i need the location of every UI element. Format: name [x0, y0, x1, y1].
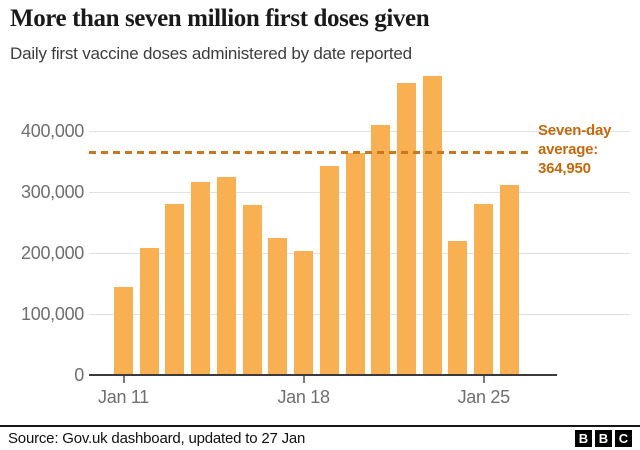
y-axis-label: 0	[74, 365, 84, 385]
x-axis-tick	[482, 376, 485, 383]
average-annotation-line: Seven-day	[538, 122, 612, 139]
bar	[216, 177, 236, 375]
y-axis-label: 200,000	[21, 243, 84, 263]
average-annotation: Seven-day average: 364,950	[538, 121, 611, 178]
average-annotation-line: average:	[538, 141, 599, 158]
bar	[165, 204, 185, 375]
page-title: More than seven million first doses give…	[10, 5, 430, 32]
y-axis-label: 100,000	[21, 304, 84, 324]
bar	[114, 286, 133, 375]
bbc-logo-letter: B	[575, 430, 592, 447]
bar	[499, 185, 519, 375]
y-axis-label: 300,000	[21, 182, 84, 202]
x-axis-label: Jan 18	[277, 387, 330, 407]
bar	[242, 205, 262, 375]
bar	[139, 248, 159, 375]
bar-chart: 0 100,000 200,000 300,000 400,000 Seven-day av…	[21, 76, 630, 407]
chart-subtitle: Daily first vaccine doses administered b…	[10, 44, 412, 63]
bar	[319, 165, 339, 375]
average-dashed-line	[89, 150, 530, 154]
gridline	[89, 130, 630, 132]
bar	[345, 152, 365, 375]
footer: Source: Gov.uk dashboard, updated to 27 …	[0, 425, 640, 450]
bar	[422, 76, 442, 375]
x-axis-line	[89, 374, 557, 376]
bar	[371, 124, 391, 375]
bar	[397, 83, 417, 375]
x-axis-label: Jan 25	[457, 387, 511, 407]
bbc-logo-letter: C	[615, 430, 632, 447]
bar	[268, 237, 288, 375]
bar	[294, 250, 314, 375]
y-axis-label: 400,000	[21, 121, 84, 141]
average-annotation-line: 364,950	[538, 160, 591, 177]
bar	[474, 204, 494, 375]
x-axis-tick	[122, 376, 125, 383]
x-axis-tick	[302, 376, 305, 383]
bar	[191, 181, 211, 375]
source-text: Source: Gov.uk dashboard, updated to 27 …	[8, 430, 306, 447]
bbc-logo-letter: B	[595, 430, 612, 447]
x-axis-label: Jan 11	[98, 387, 149, 407]
bar	[448, 240, 468, 375]
